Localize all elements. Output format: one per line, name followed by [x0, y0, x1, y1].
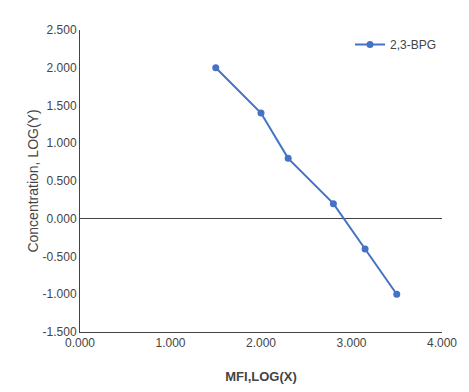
svg-text:0.000: 0.000 [65, 336, 95, 350]
svg-text:2.500: 2.500 [47, 23, 77, 37]
svg-text:3.000: 3.000 [336, 336, 366, 350]
svg-text:0.500: 0.500 [47, 174, 77, 188]
svg-text:1.000: 1.000 [155, 336, 185, 350]
svg-text:-1.000: -1.000 [43, 287, 77, 301]
svg-text:Concentration, LOG(Y): Concentration, LOG(Y) [25, 109, 41, 252]
svg-text:0.000: 0.000 [47, 212, 77, 226]
svg-text:2,3-BPG: 2,3-BPG [390, 38, 436, 52]
svg-text:2.000: 2.000 [246, 336, 276, 350]
svg-text:2.000: 2.000 [47, 61, 77, 75]
svg-text:-0.500: -0.500 [43, 250, 77, 264]
svg-text:1.000: 1.000 [47, 136, 77, 150]
svg-text:1.500: 1.500 [47, 99, 77, 113]
svg-text:MFI,LOG(X): MFI,LOG(X) [225, 369, 297, 384]
svg-text:-1.500: -1.500 [43, 325, 77, 339]
svg-text:4.000: 4.000 [427, 336, 457, 350]
